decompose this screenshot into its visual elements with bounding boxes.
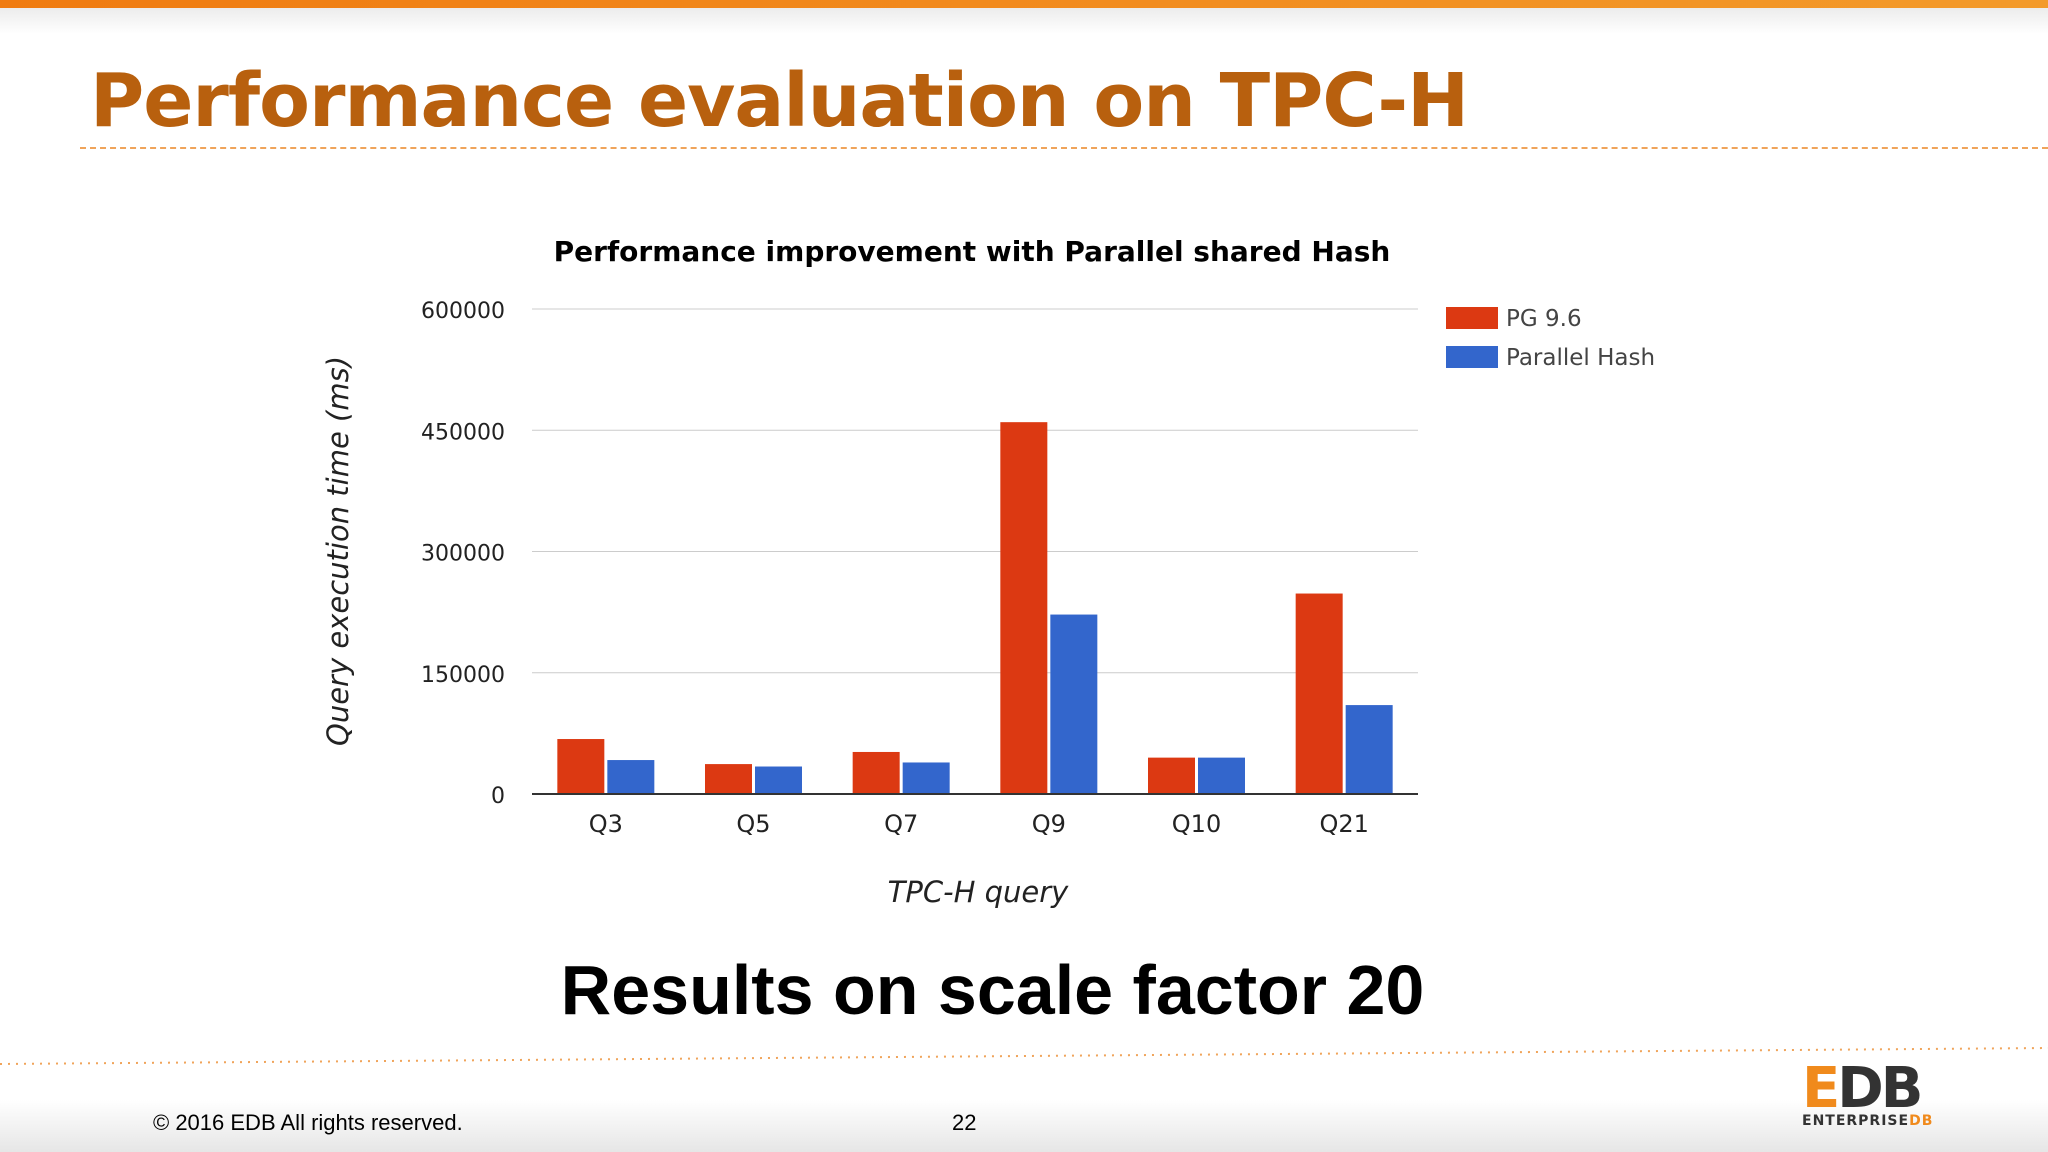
title-divider bbox=[80, 147, 2048, 149]
edb-logo: EDB ENTERPRISEDB bbox=[1798, 1056, 1958, 1130]
x-tick-label: Q7 bbox=[884, 810, 918, 838]
bar-q5-series-1 bbox=[705, 764, 752, 794]
chart-gridlines bbox=[532, 308, 1418, 674]
y-axis-label: Query execution time (ms) bbox=[321, 356, 355, 746]
x-axis-label: TPC-H query bbox=[888, 875, 1069, 909]
top-accent-bar bbox=[0, 0, 2048, 8]
logo-wordmark: ENTERPRISEDB bbox=[1802, 1113, 1934, 1129]
bar-q9-series-2 bbox=[1050, 614, 1098, 794]
footer-divider bbox=[0, 1047, 2048, 1065]
bar-q3-series-2 bbox=[607, 760, 655, 794]
x-tick-label: Q9 bbox=[1032, 810, 1066, 838]
y-tick-label: 600000 bbox=[421, 299, 505, 324]
x-tick-label: Q21 bbox=[1319, 810, 1368, 838]
logo-mark: EDB bbox=[1802, 1056, 1923, 1121]
y-tick-label: 0 bbox=[491, 784, 505, 809]
y-tick-label: 150000 bbox=[421, 663, 505, 688]
footer-copyright: © 2016 EDB All rights reserved. bbox=[153, 1110, 463, 1135]
bar-q3-series-1 bbox=[557, 739, 605, 794]
page-number: 22 bbox=[952, 1110, 977, 1135]
footer-shade bbox=[0, 1100, 2048, 1152]
x-tick-labels: Q3 Q5 Q7 Q9 Q10 Q21 bbox=[589, 810, 1369, 838]
chart-legend: PG 9.6 Parallel Hash bbox=[1446, 306, 1655, 371]
x-tick-label: Q5 bbox=[736, 810, 770, 838]
y-tick-labels: 0 150000 300000 450000 600000 bbox=[421, 299, 505, 809]
bar-q9-series-1 bbox=[1000, 422, 1048, 794]
bar-q5-series-2 bbox=[755, 766, 802, 794]
bar-q10-series-1 bbox=[1148, 757, 1195, 794]
x-tick-label: Q3 bbox=[589, 810, 623, 838]
y-tick-label: 300000 bbox=[421, 542, 505, 567]
legend-label: PG 9.6 bbox=[1506, 306, 1582, 332]
chart-title: Performance improvement with Parallel sh… bbox=[554, 235, 1391, 268]
bar-q21-series-2 bbox=[1345, 705, 1393, 794]
legend-label: Parallel Hash bbox=[1506, 345, 1655, 371]
bar-q7-series-1 bbox=[852, 751, 900, 794]
y-tick-label: 450000 bbox=[421, 420, 505, 445]
slide-title: Performance evaluation on TPC-H bbox=[90, 58, 1469, 144]
x-tick-label: Q10 bbox=[1172, 810, 1221, 838]
bar-q21-series-1 bbox=[1295, 593, 1343, 794]
results-caption: Results on scale factor 20 bbox=[560, 951, 1425, 1029]
bar-q7-series-2 bbox=[902, 762, 950, 794]
legend-swatch bbox=[1446, 307, 1498, 329]
bar-q10-series-2 bbox=[1198, 757, 1245, 794]
chart-bars bbox=[557, 422, 1393, 794]
legend-swatch bbox=[1446, 346, 1498, 368]
top-shade bbox=[0, 8, 2048, 34]
